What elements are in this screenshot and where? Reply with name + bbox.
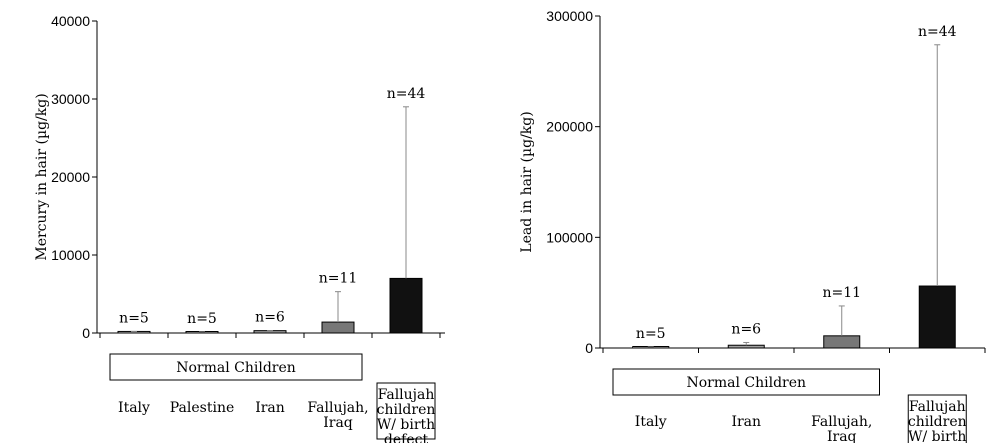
defect-group-box (376, 382, 436, 440)
x-tick-label: children (377, 402, 436, 418)
x-tick-label: Iran (731, 414, 761, 430)
x-tick-label: Iraq (323, 415, 353, 431)
n-label: n=5 (187, 311, 217, 327)
y-tick-label: 0 (82, 325, 90, 341)
bar (823, 335, 861, 349)
x-tick-label: Fallujah (378, 387, 435, 403)
x-tick-label: Palestine (170, 400, 235, 416)
y-axis-label: Mercury in hair (µg/kg) (34, 93, 50, 260)
chart-panel-1: 0 10000 20000 30000 40000 Mercury in hair (µg… (34, 13, 445, 448)
x-tick-label: Iran (255, 400, 285, 416)
group-label: Normal Children (686, 375, 806, 391)
n-label: n=44 (387, 86, 426, 102)
normal-children-group-box (109, 353, 363, 381)
y-tick-label: 10000 (51, 247, 90, 263)
bar (918, 285, 956, 349)
bar (389, 277, 423, 334)
x-tick-label: Italy (635, 414, 667, 430)
x-tick-label: Fallujah (909, 399, 966, 415)
n-label: n=11 (822, 285, 861, 301)
y-axis-label: Lead in hair (µg/kg) (519, 111, 535, 252)
chart-panel-2: 0 100000 200000 300000 Lead in hair (µg/kg) n… (519, 8, 986, 448)
group-label: Normal Children (176, 360, 296, 376)
x-tick-label: Iraq (827, 429, 857, 443)
n-label: n=6 (255, 310, 285, 326)
x-tick-label: W/ birth (908, 429, 966, 443)
n-label: n=6 (731, 321, 761, 337)
y-tick-label: 20000 (51, 169, 90, 185)
defect-group-box (907, 394, 967, 448)
x-tick-label: W/ birth (377, 417, 435, 433)
bar (727, 344, 765, 349)
x-tick-label: defect (384, 432, 429, 443)
x-tick-label: Fallujah, (811, 414, 872, 430)
n-label: n=5 (636, 326, 666, 342)
y-tick-label: 0 (585, 340, 593, 356)
x-tick-label: Italy (118, 400, 150, 416)
n-label: n=5 (119, 310, 149, 326)
normal-children-group-box (612, 368, 880, 396)
y-tick-label: 40000 (51, 13, 90, 29)
x-tick-label: Fallujah, (307, 400, 368, 416)
y-tick-label: 30000 (51, 91, 90, 107)
y-tick-label: 300000 (546, 8, 593, 24)
x-tick-label: children (908, 414, 967, 430)
bar (321, 321, 355, 334)
n-label: n=44 (918, 24, 957, 40)
n-label: n=11 (319, 271, 358, 287)
y-tick-label: 200000 (546, 119, 593, 135)
y-tick-label: 100000 (546, 229, 593, 245)
